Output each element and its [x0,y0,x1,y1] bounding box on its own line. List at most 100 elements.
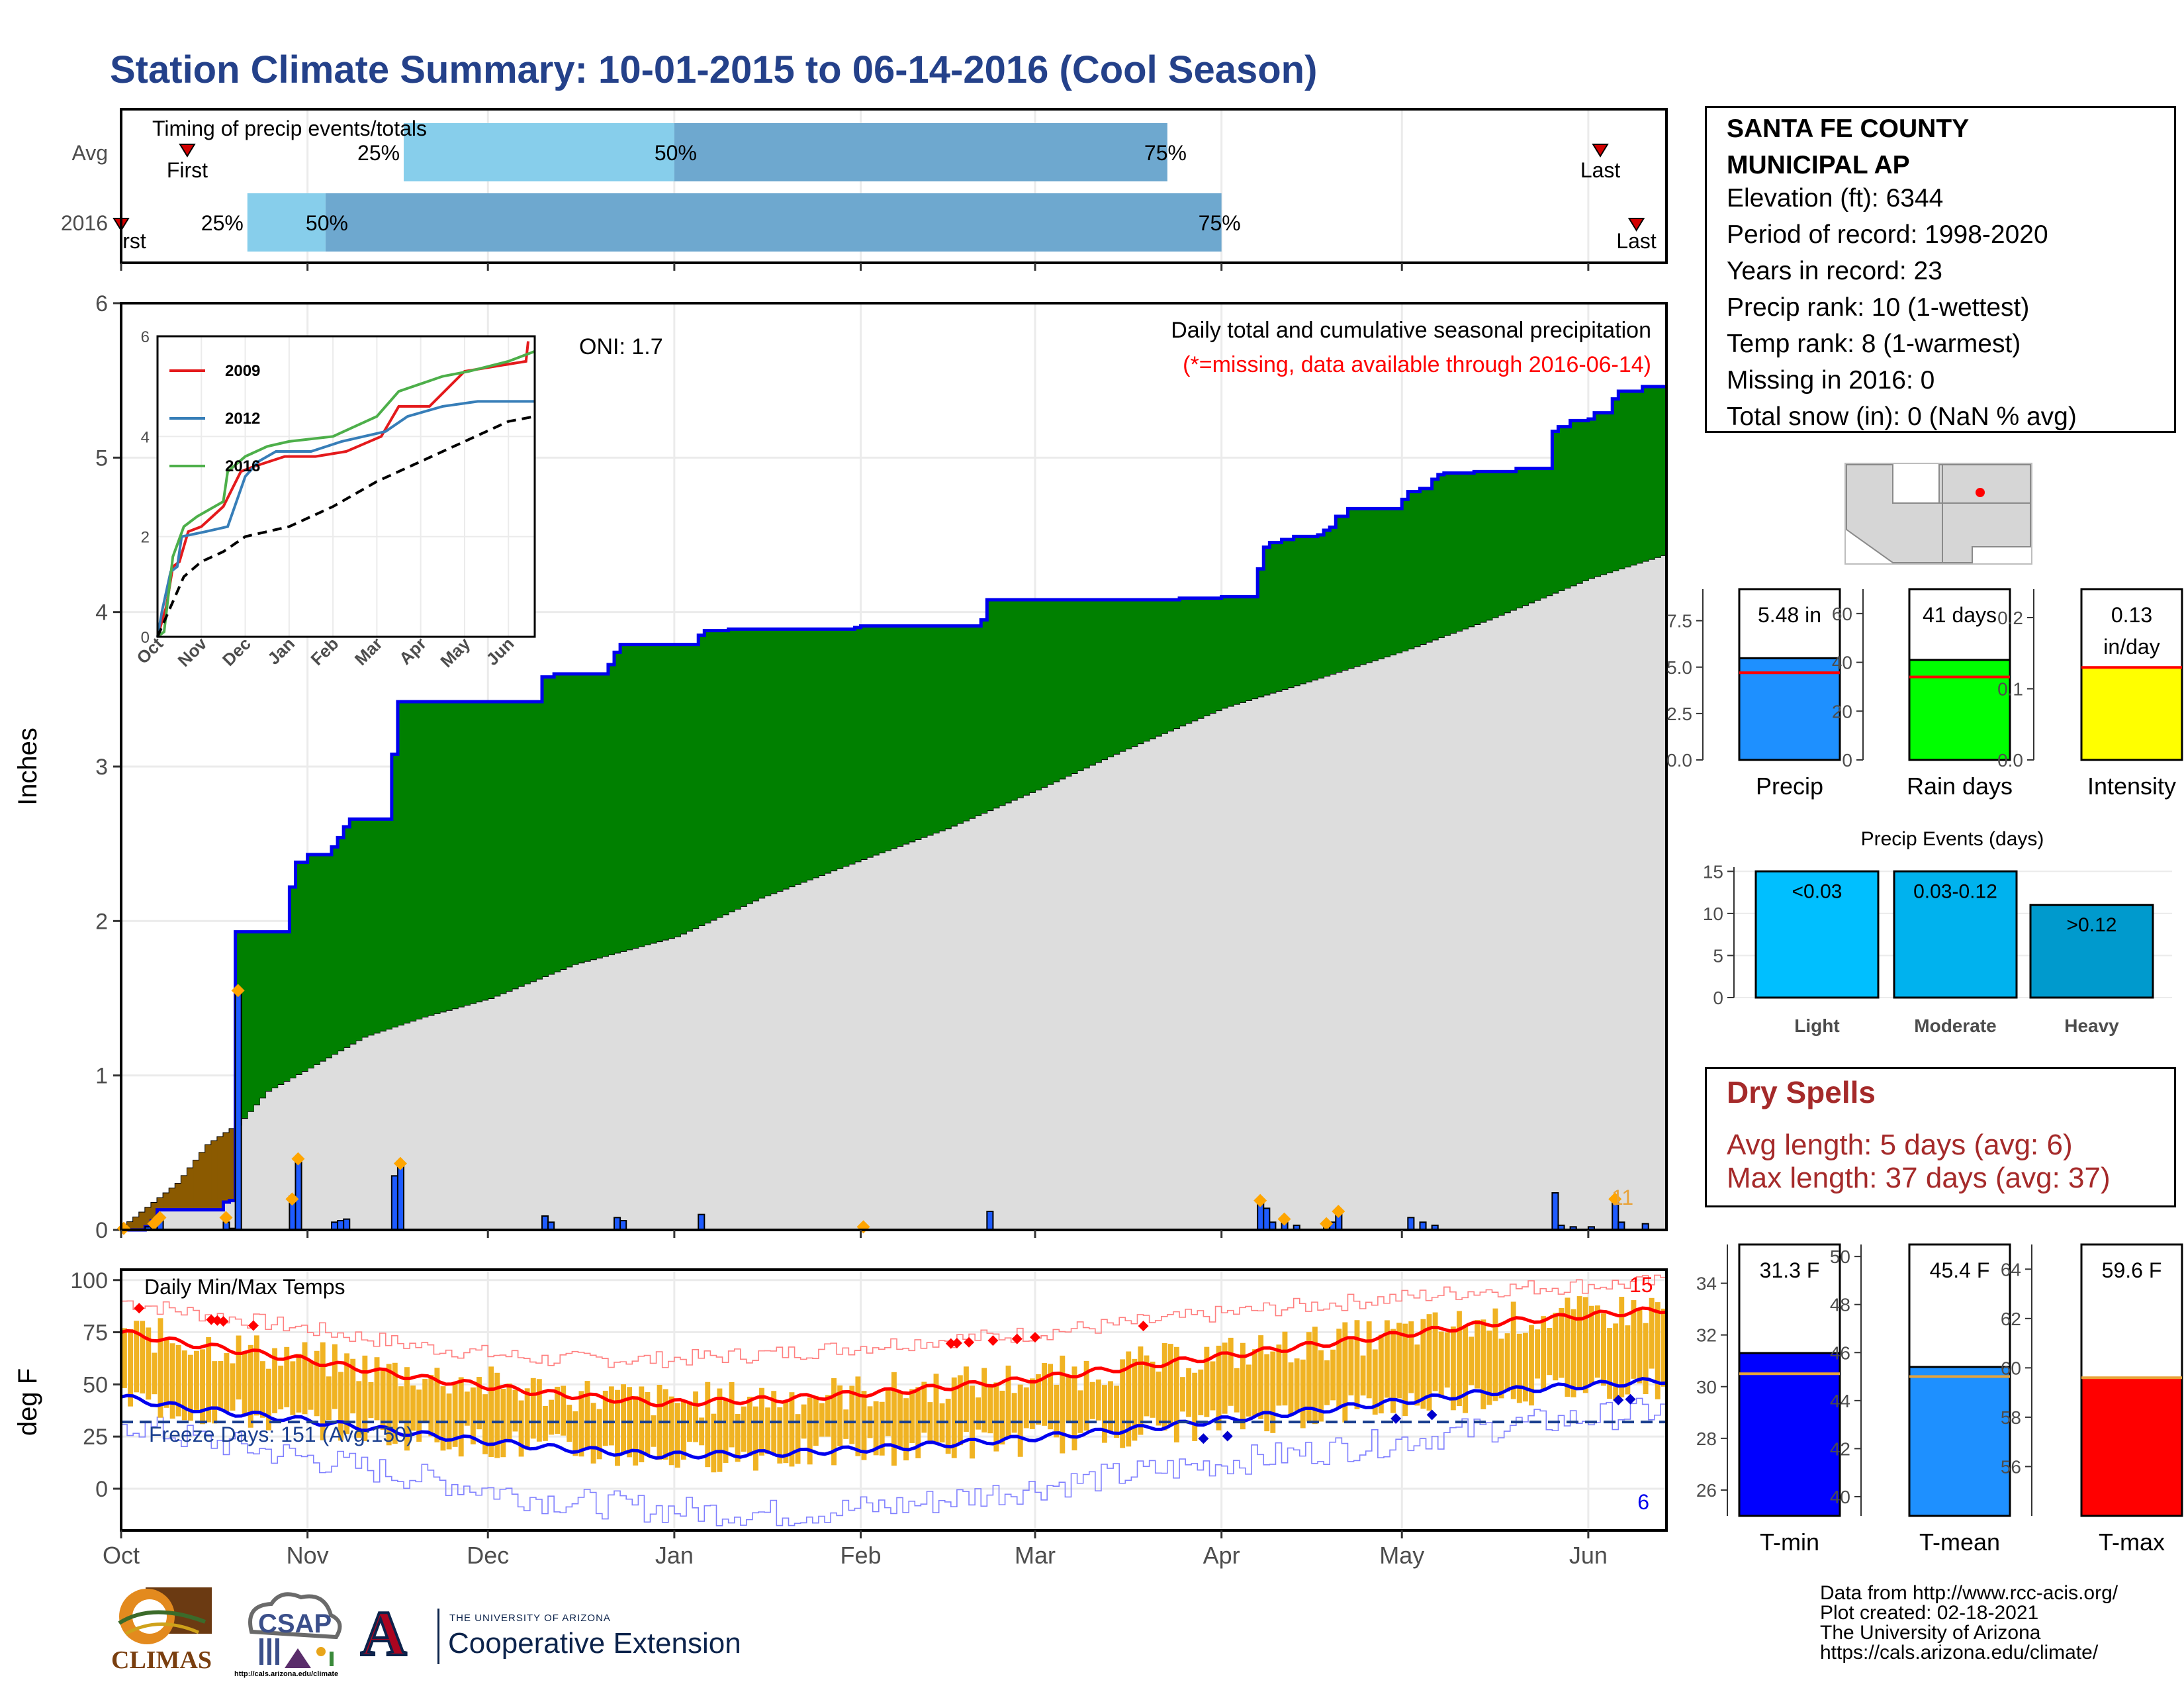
record-high-count: 15 [1629,1273,1653,1297]
above-average-fill [938,626,946,831]
daily-temp-range-bar [368,1382,374,1419]
daily-temp-range-bar [169,1343,175,1419]
daily-temp-range-bar [765,1407,771,1454]
above-average-fill [614,652,621,953]
temp-ytick-label: 75 [83,1321,108,1346]
above-average-fill [866,626,874,857]
above-average-fill [800,629,807,882]
station-period: Period of record: 1998-2020 [1727,220,2048,249]
above-average-fill [554,674,561,972]
above-average-fill [338,837,344,1051]
daily-temp-range-bar [1396,1323,1402,1399]
daily-temp-range-bar [861,1391,867,1460]
above-average-fill [1155,600,1162,736]
above-average-fill [343,827,350,1047]
above-average-fill [355,819,363,1041]
above-average-fill [1630,391,1637,565]
above-average-fill [1546,468,1553,596]
daily-precip-bar [698,1213,705,1231]
above-average-fill [463,702,471,1006]
above-average-fill [1462,473,1469,629]
tmax-summary-ytick-label: 56 [2001,1456,2021,1477]
record-max-temp-line [121,1274,1666,1368]
tmin-summary-value-label: 31.3 F [1760,1258,1820,1282]
temp-y-axis-label: deg F [13,1368,42,1436]
above-average-fill [1233,596,1240,704]
above-average-fill [428,702,435,1015]
daily-record-marker [1608,1192,1622,1206]
above-average-fill [560,674,567,969]
above-average-fill [734,629,741,909]
precip-summary-ytick-label: 7.5 [1666,611,1692,632]
events-bar-light [1754,870,1880,999]
timing-category-label: Avg [71,141,108,165]
events-ytick-label: 10 [1703,904,1723,924]
above-average-fill [253,931,260,1105]
above-average-fill [1414,491,1421,647]
daily-temp-range-bar [506,1383,512,1440]
daily-temp-range-bar [428,1375,434,1436]
daily-temp-range-bar [1469,1336,1475,1385]
below-average-fill [151,1203,158,1221]
above-average-fill [1179,598,1186,726]
below-average-fill [175,1184,182,1210]
daily-temp-range-bar [711,1413,717,1473]
above-average-fill [439,702,447,1012]
above-average-fill [1365,508,1373,663]
daily-temp-range-bar [163,1338,169,1408]
above-average-fill [944,626,952,829]
above-average-fill [1125,600,1132,749]
dry-spells-max: Max length: 37 days (avg: 37) [1727,1162,2111,1194]
daily-temp-range-bar [608,1386,614,1446]
temp-ytick-label: 25 [83,1425,108,1450]
daily-temp-range-bar [494,1372,500,1458]
above-average-fill [494,702,500,996]
above-average-fill [764,629,771,896]
events-bar-label: <0.03 [1792,880,1843,902]
month-tick-label: May [1379,1542,1424,1569]
events-bar-label: >0.12 [2067,914,2117,936]
daily-temp-range-bar [687,1401,692,1442]
daily-temp-range-bar [374,1357,380,1421]
above-average-fill [1534,468,1541,600]
daily-precip-bar [295,1160,302,1231]
daily-temp-range-bar [1594,1305,1600,1378]
daily-temp-range-bar [1246,1364,1251,1417]
tmax-summary-bar [2080,1376,2183,1517]
above-average-fill [518,702,525,986]
above-average-fill [728,629,735,912]
above-average-fill [476,702,482,1002]
daily-record-marker [1253,1194,1267,1207]
timing-label-50: 50% [306,211,348,235]
above-average-fill [1143,600,1150,741]
precip-chart-subtitle: (*=missing, data available through 2016-… [1183,352,1651,377]
above-average-fill [650,644,657,943]
above-average-fill [975,626,981,816]
daily-temp-range-bar [1198,1369,1204,1415]
credit-data-source: Data from http://www.rcc-acis.org/ [1820,1582,2118,1604]
above-average-fill [915,626,921,839]
record-count-label: 11 [1612,1186,1633,1209]
precip-summary-category-label: Precip [1756,773,1823,800]
above-average-fill [247,931,254,1111]
above-average-fill [1239,596,1246,702]
daily-precip-bar [541,1215,549,1231]
daily-precip-bar [1263,1207,1271,1231]
above-average-fill [1582,420,1589,581]
tmax-summary-value-label: 59.6 F [2102,1258,2162,1282]
above-average-fill [241,931,248,1119]
above-average-fill [1612,399,1619,571]
daily-temp-range-bar [175,1344,181,1417]
daily-temp-range-bar [903,1398,909,1461]
daily-temp-range-bar [777,1407,783,1464]
daily-temp-range-bar [296,1354,302,1413]
below-average-fill [229,1129,236,1201]
above-average-fill [626,644,633,950]
inset-ytick-label: 2 [141,529,150,547]
daily-temp-range-bar [320,1342,326,1440]
daily-temp-range-bar [1276,1344,1282,1406]
station-temp-rank: Temp rank: 8 (1-warmest) [1727,330,2021,358]
daily-temp-range-bar [1402,1323,1408,1417]
precip-ytick-label: 3 [95,755,108,780]
above-average-fill [1053,600,1060,782]
